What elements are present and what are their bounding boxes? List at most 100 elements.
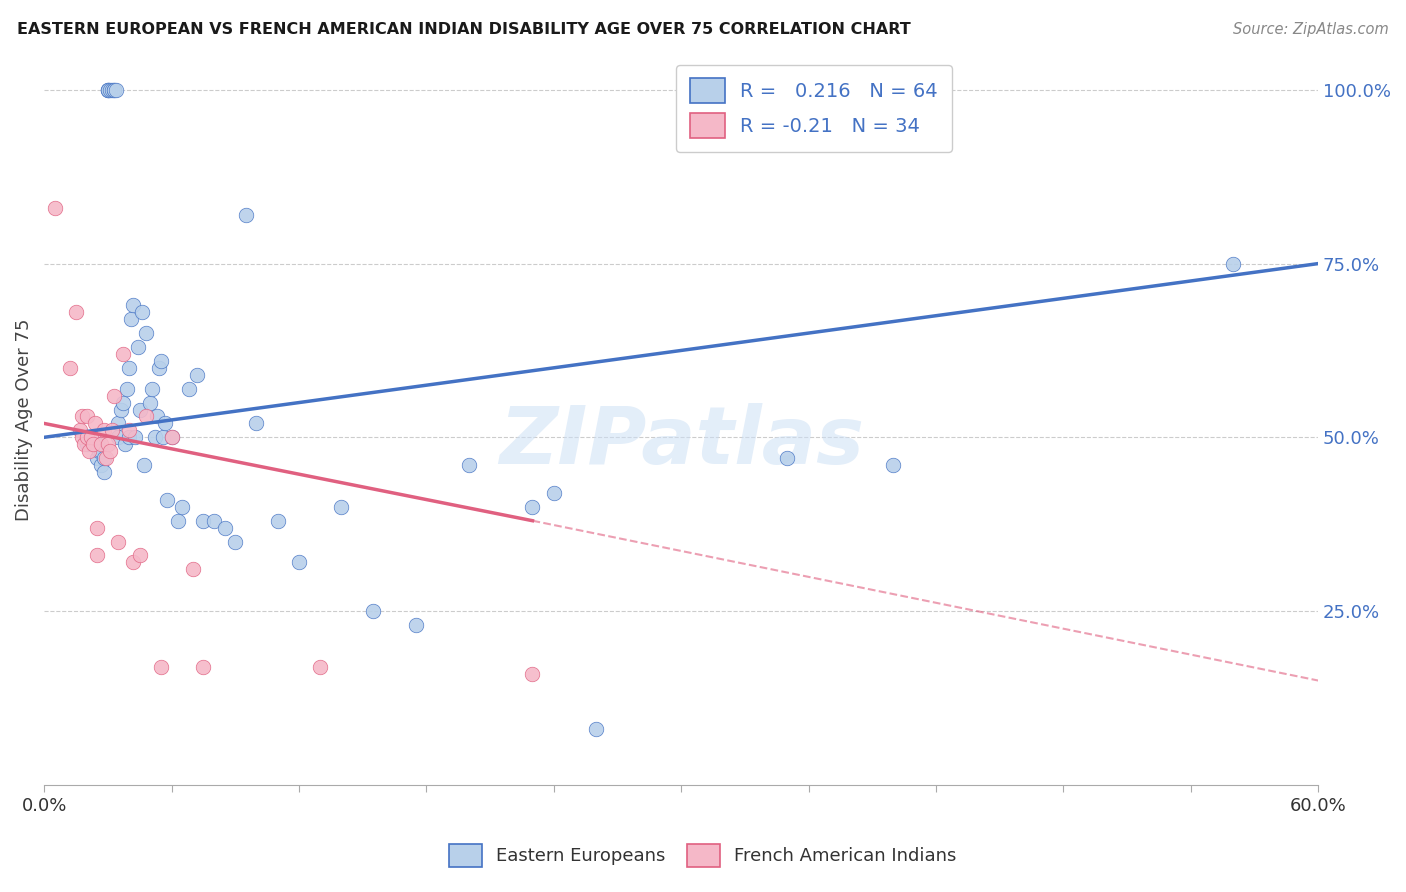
Point: [90, 444, 112, 458]
Point: [97, 83, 120, 97]
Point: [86, 521, 108, 535]
Point: [149, 659, 172, 673]
Point: [135, 409, 157, 424]
Point: [93, 465, 115, 479]
Point: [309, 659, 332, 673]
Point: [405, 618, 427, 632]
Point: [135, 326, 157, 340]
Point: [73, 437, 96, 451]
Point: [193, 514, 215, 528]
Point: [361, 604, 384, 618]
Legend: Eastern Europeans, French American Indians: Eastern Europeans, French American India…: [441, 837, 965, 874]
Point: [115, 382, 138, 396]
Point: [44, 201, 66, 215]
Point: [132, 458, 155, 472]
Point: [160, 430, 183, 444]
Y-axis label: Disability Age Over 75: Disability Age Over 75: [15, 318, 32, 521]
Point: [107, 534, 129, 549]
Point: [94, 451, 117, 466]
Point: [82, 437, 104, 451]
Point: [149, 354, 172, 368]
Point: [214, 521, 236, 535]
Point: [118, 423, 141, 437]
Point: [882, 458, 904, 472]
Point: [101, 83, 124, 97]
Point: [105, 83, 128, 97]
Point: [224, 534, 246, 549]
Point: [93, 451, 115, 466]
Point: [98, 444, 121, 458]
Point: [114, 437, 136, 451]
Point: [97, 83, 120, 97]
Point: [156, 492, 179, 507]
Point: [76, 409, 98, 424]
Point: [58, 360, 80, 375]
Point: [330, 500, 353, 514]
Point: [172, 500, 194, 514]
Point: [76, 430, 98, 444]
Text: Source: ZipAtlas.com: Source: ZipAtlas.com: [1233, 22, 1389, 37]
Point: [522, 666, 544, 681]
Point: [118, 430, 141, 444]
Point: [177, 382, 200, 396]
Point: [235, 208, 257, 222]
Point: [90, 437, 112, 451]
Point: [543, 486, 565, 500]
Point: [86, 549, 108, 563]
Text: ZIPatlas: ZIPatlas: [499, 403, 863, 481]
Point: [143, 430, 166, 444]
Point: [141, 382, 163, 396]
Point: [101, 423, 124, 437]
Point: [72, 430, 94, 444]
Point: [457, 458, 479, 472]
Point: [103, 83, 125, 97]
Text: EASTERN EUROPEAN VS FRENCH AMERICAN INDIAN DISABILITY AGE OVER 75 CORRELATION CH: EASTERN EUROPEAN VS FRENCH AMERICAN INDI…: [17, 22, 911, 37]
Point: [266, 514, 288, 528]
Point: [72, 409, 94, 424]
Point: [120, 312, 142, 326]
Point: [98, 83, 121, 97]
Point: [118, 360, 141, 375]
Point: [97, 83, 120, 97]
Point: [69, 423, 91, 437]
Point: [86, 437, 108, 451]
Point: [77, 444, 100, 458]
Point: [84, 417, 107, 431]
Point: [776, 451, 799, 466]
Point: [93, 423, 115, 437]
Point: [107, 417, 129, 431]
Point: [139, 395, 162, 409]
Point: [86, 451, 108, 466]
Point: [145, 409, 167, 424]
Point: [167, 514, 190, 528]
Point: [288, 555, 311, 569]
Point: [76, 437, 98, 451]
Point: [202, 514, 225, 528]
Point: [193, 659, 215, 673]
Point: [1222, 257, 1244, 271]
Point: [153, 417, 176, 431]
Point: [124, 430, 146, 444]
Point: [90, 458, 112, 472]
Point: [107, 430, 129, 444]
Point: [152, 430, 174, 444]
Point: [103, 389, 125, 403]
Legend: R =   0.216   N = 64, R = -0.21   N = 34: R = 0.216 N = 64, R = -0.21 N = 34: [676, 65, 952, 152]
Point: [181, 562, 204, 576]
Point: [111, 395, 134, 409]
Point: [245, 417, 267, 431]
Point: [80, 430, 103, 444]
Point: [127, 340, 149, 354]
Point: [131, 305, 153, 319]
Point: [128, 402, 150, 417]
Point: [97, 437, 120, 451]
Point: [522, 500, 544, 514]
Point: [128, 549, 150, 563]
Point: [65, 305, 87, 319]
Point: [89, 444, 111, 458]
Point: [148, 360, 170, 375]
Point: [122, 555, 145, 569]
Point: [111, 347, 134, 361]
Point: [103, 83, 125, 97]
Point: [122, 298, 145, 312]
